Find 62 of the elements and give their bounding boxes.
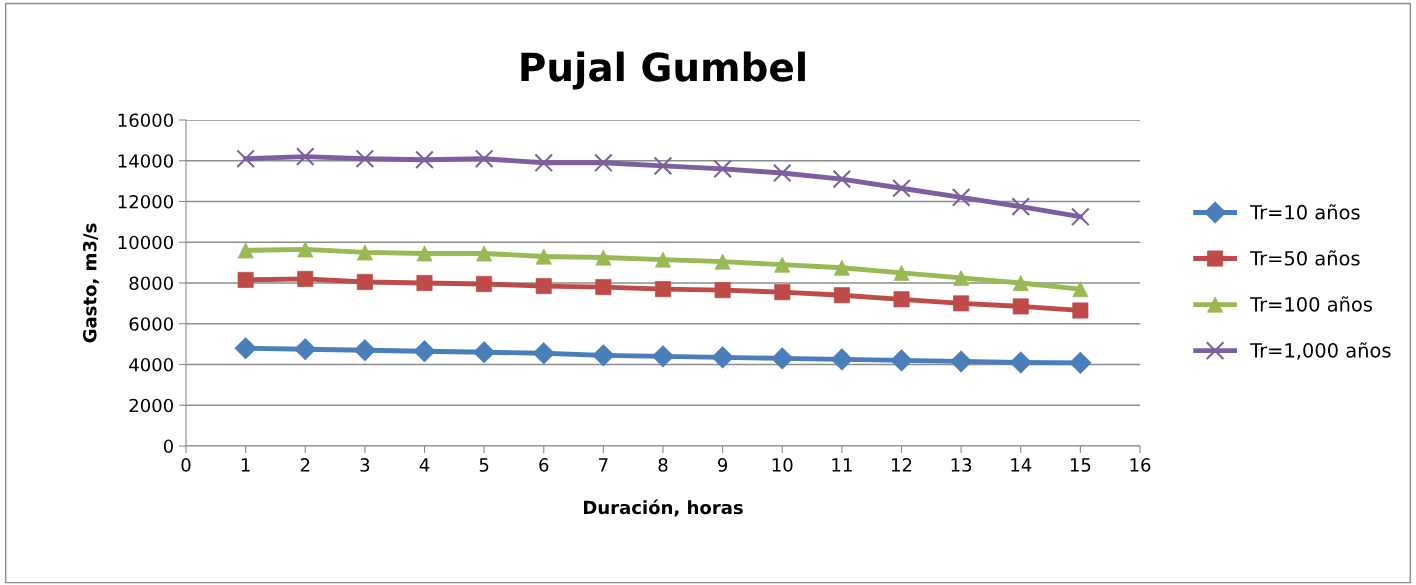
x-tick-label: 9 [718,458,728,472]
y-tick-label: 0 [163,439,173,454]
point [297,270,314,287]
legend-label: Tr=100 años [1250,296,1373,312]
point [532,342,555,365]
point [653,156,673,176]
x-tick-label: 0 [181,458,191,472]
point [830,348,854,371]
x-tick-label: 16 [1130,458,1151,472]
point [472,341,496,364]
x-tick-label: 14 [1011,458,1032,472]
x-tick-label: 11 [832,458,852,472]
y-tick-label: 6000 [129,317,173,331]
point [355,149,375,169]
y-tick-label: 8000 [129,276,173,291]
x-tick-label: 7 [599,458,608,472]
x-tick-label: 1 [241,458,250,472]
point [415,150,434,170]
legend-label: Tr=50 años [1250,250,1360,266]
chart-title: Pujal Gumbel [521,51,805,90]
y-axis-title: Gasto, m3/s [82,223,99,343]
point [713,159,732,179]
y-tick-label: 14000 [118,154,173,168]
x-tick-label: 3 [360,458,370,472]
y-tick-label: 2000 [129,398,173,413]
y-tick-label: 12000 [118,194,173,209]
point [951,188,971,207]
point [892,178,911,198]
point [416,275,433,291]
y-tick-label: 10000 [118,235,173,250]
x-tick-label: 4 [419,458,430,472]
point [594,153,613,173]
x-tick-label: 10 [772,458,793,472]
point [474,149,494,169]
point [535,248,552,265]
x-tick-label: 6 [539,458,549,472]
x-tick-label: 8 [658,458,668,472]
x-tick-label: 12 [892,458,912,472]
point [949,350,973,373]
point [651,345,675,368]
y-tick-label: 16000 [118,113,173,128]
x-tick-label: 15 [1070,458,1091,472]
point [772,163,792,183]
point [1071,207,1090,227]
point [1072,281,1089,298]
point [295,147,315,167]
point [833,287,850,304]
legend-label: Tr=1,000 años [1250,342,1391,360]
legend-label: Tr=10 años [1250,204,1360,220]
point [1011,197,1031,216]
point [236,149,255,169]
x-tick-label: 13 [951,458,972,472]
point [832,169,852,189]
x-tick-label: 2 [300,458,310,472]
x-axis-title: Duración, horas [584,499,743,517]
point [1009,351,1032,374]
point [595,279,612,296]
y-tick-label: 4000 [129,357,173,372]
point [534,153,554,173]
point [714,282,731,299]
x-tick-label: 5 [479,458,489,472]
point [953,295,970,312]
